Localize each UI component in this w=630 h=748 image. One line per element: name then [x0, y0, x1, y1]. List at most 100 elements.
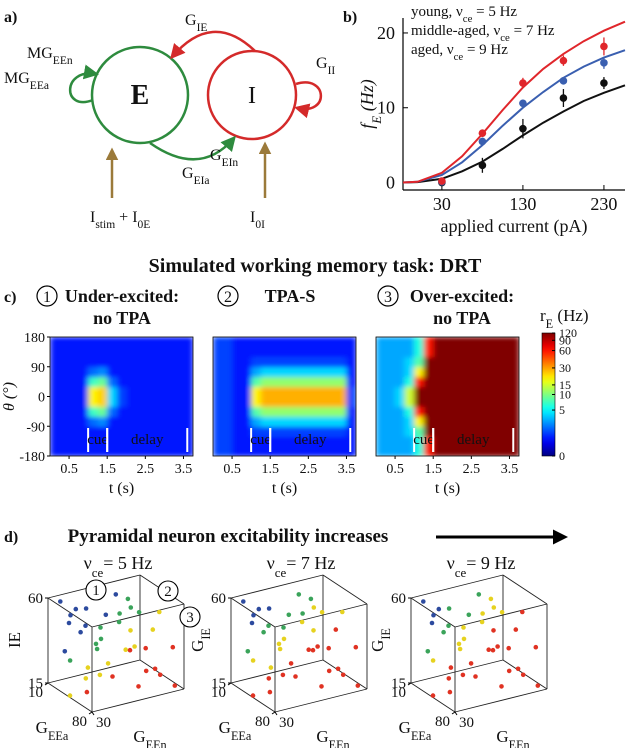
heatmap-cell [499, 436, 510, 447]
x-tick [44, 682, 49, 686]
input-label: Istim + I0E [90, 209, 150, 231]
heatmap-cell [173, 376, 184, 388]
heatmap-cell [78, 337, 89, 348]
heatmap-cell [116, 416, 127, 427]
text-run: G [368, 640, 387, 652]
heatmap-cell [480, 406, 491, 417]
heatmap-cell [376, 416, 387, 427]
heatmap-cell [183, 446, 193, 456]
heatmap-cell [222, 386, 233, 397]
heatmap-cell [452, 366, 463, 378]
heatmap-cell [298, 406, 309, 417]
heatmap-cell [251, 406, 262, 417]
data-point [266, 606, 272, 611]
heatmap-cell [404, 436, 415, 447]
heatmap-cell [88, 386, 99, 397]
legend-entry: aged, νce = 9 Hz [411, 42, 508, 63]
heatmap-cell [499, 386, 510, 397]
heatmap-cell [135, 376, 146, 388]
data-point [499, 610, 505, 615]
heatmap-cell [471, 337, 482, 348]
heatmap-cell [289, 446, 300, 456]
data-point [315, 644, 320, 649]
heatmap-cell [327, 406, 338, 417]
heatmap-cell [78, 356, 89, 368]
number-circle [377, 285, 399, 307]
heatmap-cell [404, 366, 415, 378]
heatmap-cell [385, 426, 396, 437]
heatmap-cell [423, 366, 434, 378]
data-point [98, 636, 104, 642]
heatmap-cell [173, 406, 184, 417]
data-point [268, 665, 274, 670]
heatmap-cell [346, 386, 356, 397]
data-point [281, 636, 287, 642]
heatmap-cell [289, 356, 300, 368]
heatmap-cell [509, 406, 519, 417]
heatmap-panel: cue delay 180 90 0 -90 -180 0.5 1.5 2.5 3.5 t (s) θ … [1, 285, 194, 497]
subscript: EEn [53, 55, 73, 67]
heatmap-cell [154, 446, 165, 456]
heatmap-cell [279, 426, 290, 437]
heatmap-cell [395, 426, 406, 437]
heatmap-cell [116, 356, 127, 368]
text-run: MG [27, 45, 53, 62]
data-point [355, 683, 361, 688]
heatmap-cell [50, 337, 61, 348]
heatmap-cell [164, 416, 175, 427]
heatmap-cell [336, 386, 347, 397]
data-point [340, 609, 345, 615]
heatmap-cell [222, 346, 233, 358]
x-tick-label: 3.5 [338, 462, 356, 477]
heatmap-cell [336, 376, 347, 388]
heatmap-cell [145, 426, 156, 437]
heatmap-cell [308, 416, 319, 427]
x-tick-label: 0.5 [223, 462, 241, 477]
data-point [93, 641, 99, 647]
heatmap-cell [222, 366, 233, 378]
data-point [446, 676, 452, 681]
heatmap-cell [232, 396, 243, 407]
subscript: E [369, 116, 384, 125]
heatmap-cell [279, 436, 290, 447]
heatmap-cell [414, 406, 425, 417]
heatmap-cell [471, 346, 482, 358]
heatmap-cell [404, 406, 415, 417]
heatmap-cell [452, 436, 463, 447]
heatmap-cell [499, 337, 510, 348]
colorbar-tick-label: 0 [559, 449, 565, 463]
data-point [473, 674, 478, 679]
data-point [499, 684, 504, 689]
data-point [83, 623, 88, 628]
heatmap-cell [404, 376, 415, 388]
heatmap-cell [145, 416, 156, 427]
data-point [152, 666, 158, 672]
heatmap-cell [88, 436, 99, 447]
data-point [460, 672, 466, 678]
heatmap-cell [241, 346, 252, 358]
heatmap-cell [135, 386, 146, 397]
heatmap-cell [346, 396, 356, 407]
heatmap-cell [107, 436, 118, 447]
text-run: G [182, 165, 194, 182]
heatmap-cell [509, 416, 519, 427]
heatmap-cell [298, 416, 309, 427]
heatmap-cell [490, 376, 501, 388]
heatmap-cell [213, 337, 224, 348]
box-edge [274, 688, 368, 713]
x-tick-label: 2.5 [137, 462, 155, 477]
heatmap-cell [490, 426, 501, 437]
data-point [490, 647, 496, 653]
heatmap-cell [241, 356, 252, 368]
subscript: 0E [138, 219, 151, 231]
text-run: r [540, 306, 546, 325]
heatmap-cell [308, 446, 319, 456]
text-run: G [219, 718, 231, 737]
data-point [277, 646, 283, 652]
heatmap-cell [509, 386, 519, 397]
heatmap-cell [461, 366, 472, 378]
heatmap-cell [260, 446, 271, 456]
heatmap-cell [442, 426, 453, 437]
subscript: ce [463, 13, 473, 25]
